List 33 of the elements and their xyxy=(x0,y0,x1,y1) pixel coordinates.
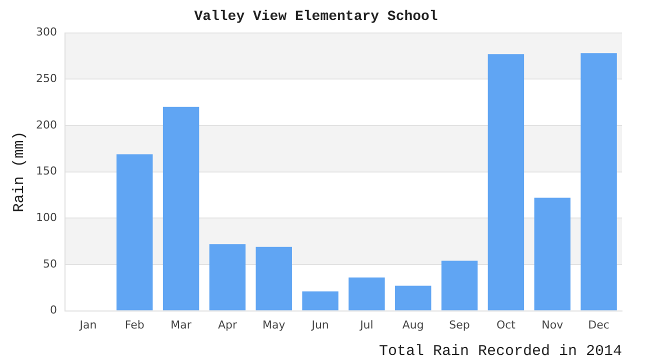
x-axis-title: Total Rain Recorded in 2014 xyxy=(378,342,622,360)
x-tick-label: Aug xyxy=(402,318,424,332)
x-tick-label: Jun xyxy=(310,318,329,332)
y-tick-label: 0 xyxy=(50,304,57,317)
x-tick-label: Feb xyxy=(124,318,144,332)
y-tick-label: 200 xyxy=(36,118,57,132)
x-tick-label: Jul xyxy=(359,318,374,332)
x-tick-label: Oct xyxy=(496,318,516,332)
bar xyxy=(162,106,200,310)
x-tick-label: Apr xyxy=(218,318,238,332)
y-tick-label: 300 xyxy=(36,26,57,39)
x-tick-label: Jan xyxy=(78,318,97,332)
y-tick-label: 250 xyxy=(36,72,57,85)
x-tick-label: Mar xyxy=(170,318,192,332)
bar xyxy=(534,198,570,310)
x-tick-label: Dec xyxy=(588,318,610,332)
bar xyxy=(441,260,478,310)
bar xyxy=(348,277,385,310)
bar xyxy=(580,53,617,310)
y-axis-title: Rain (mm) xyxy=(10,131,28,212)
bar xyxy=(302,291,338,310)
y-tick-label: 150 xyxy=(36,164,57,178)
y-tick-label: 100 xyxy=(36,210,57,224)
x-tick-label: Nov xyxy=(542,318,564,332)
bar xyxy=(116,154,153,310)
y-tick-label: 50 xyxy=(42,257,57,270)
bar xyxy=(209,244,246,310)
x-tick-label: May xyxy=(262,318,286,332)
x-tick-label: Sep xyxy=(449,318,470,332)
bar xyxy=(256,246,292,310)
bar xyxy=(488,54,524,310)
chart-title: Valley View Elementary School xyxy=(194,8,438,25)
bar xyxy=(395,286,432,310)
